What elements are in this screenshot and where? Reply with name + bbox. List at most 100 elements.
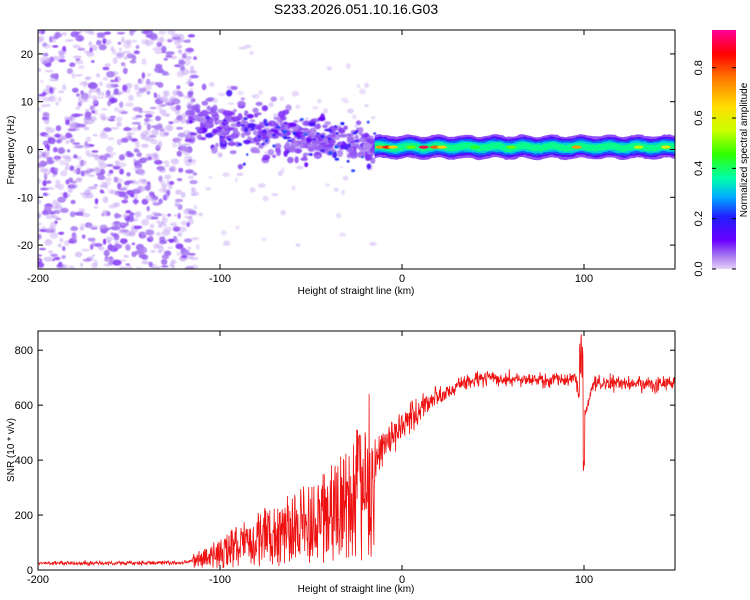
spectrogram-noise-blob [99, 154, 107, 161]
spectrogram-noise-blob [47, 137, 56, 145]
spectrogram-noise-blob [165, 124, 174, 132]
spectrogram-noise-blob [178, 167, 184, 173]
spectrogram-noise-blob [92, 254, 96, 257]
spectrogram-noise-blob [55, 125, 62, 132]
spectrogram-transition-blob [230, 85, 238, 91]
spectrogram-noise-blob [165, 54, 173, 58]
spectrogram-transition-blob [206, 105, 211, 111]
spectrogram-speckle [261, 142, 266, 146]
spectrogram-noise-blob [42, 180, 47, 187]
spectrogram-noise-blob [174, 64, 181, 68]
spectrogram-noise-blob [123, 56, 128, 60]
spectrogram-noise-blob [151, 129, 159, 136]
spectrogram-faint-blob [364, 104, 369, 107]
spectrogram-noise-blob [38, 107, 41, 112]
spectrogram-noise-blob [59, 237, 64, 243]
spectrogram-noise-blob [69, 62, 76, 67]
spectrogram-noise-blob [159, 128, 165, 132]
spectrogram-speckle [265, 123, 269, 127]
spectrogram-hotspot [437, 145, 447, 149]
spectrogram-noise-blob [141, 260, 150, 265]
spectrogram-noise-blob [134, 83, 139, 91]
spectrogram-noise-blob [72, 55, 82, 59]
spectrogram-faint-blob [217, 92, 226, 97]
spectrogram-noise-blob [58, 231, 65, 235]
spectrogram-noise-blob [51, 199, 59, 206]
spectrogram-noise-blob [145, 81, 154, 87]
spectrogram-ytick-label: -20 [17, 240, 33, 252]
spectrogram-transition-blob [185, 109, 193, 116]
spectrogram-speckle [238, 142, 242, 147]
spectrogram-noise-blob [189, 88, 194, 91]
spectrogram-noise-blob [46, 214, 52, 220]
spectrogram-noise-blob [70, 226, 78, 232]
spectrogram-noise-blob [50, 73, 58, 79]
spectrogram-faint-blob [272, 113, 279, 118]
spectrogram-noise-blob [102, 76, 109, 81]
spectrogram-noise-blob [145, 195, 154, 201]
spectrogram-speckle [308, 153, 313, 156]
spectrogram-noise-blob [170, 158, 180, 165]
spectrogram-faint-blob [340, 97, 348, 101]
spectrogram-noise-blob [125, 221, 129, 227]
spectrogram-transition-blob [302, 139, 307, 143]
spectrogram-noise-blob [122, 84, 128, 91]
spectrogram-noise-blob [49, 205, 59, 210]
spectrogram-transition-blob [327, 133, 336, 138]
spectrogram-noise-blob [60, 170, 68, 177]
spectrogram-noise-blob [112, 57, 118, 64]
spectrogram-faint-blob [325, 183, 331, 187]
spectrogram-noise-blob [175, 104, 181, 111]
spectrogram-noise-blob [72, 142, 81, 146]
spectrogram-noise-blob [98, 162, 108, 169]
spectrogram-transition-blob [212, 104, 218, 112]
spectrogram-transition-blob [283, 144, 289, 150]
spectrogram-transition-blob [249, 119, 256, 123]
spectrogram-noise-blob [41, 161, 48, 166]
spectrogram-noise-blob [188, 253, 196, 256]
spectrogram-noise-blob [105, 236, 114, 241]
spectrogram-noise-blob [147, 73, 151, 77]
spectrogram-speckle [275, 126, 281, 129]
spectrogram-noise-blob [118, 229, 125, 235]
spectrogram-hotspot [660, 145, 671, 149]
spectrogram-noise-blob [82, 194, 89, 199]
spectrogram-noise-blob [107, 100, 111, 107]
spectrogram-transition-blob [346, 136, 353, 144]
spectrogram-hotspot [506, 145, 517, 149]
spectrogram-noise-blob [45, 180, 52, 184]
spectrogram-faint-blob [364, 82, 369, 88]
spectrogram-transition-blob [187, 104, 193, 110]
spectrogram-xlabel: Height of straight line (km) [298, 286, 415, 297]
spectrogram-noise-blob [43, 256, 53, 262]
spectrogram-faint-blob [281, 167, 285, 173]
spectrogram-noise-blob [119, 186, 127, 192]
snr-xtick-label: 100 [575, 574, 593, 586]
spectrogram-noise-blob [160, 179, 165, 185]
spectrogram-noise-blob [51, 36, 56, 43]
spectrogram-noise-blob [39, 30, 46, 35]
spectrogram-noise-blob [187, 216, 193, 220]
spectrogram-noise-blob [177, 212, 181, 219]
spectrogram-noise-blob [155, 115, 162, 122]
spectrogram-noise-blob [121, 36, 125, 44]
spectrogram-noise-blob [63, 191, 68, 199]
spectrogram-noise-blob [49, 232, 59, 239]
spectrogram-faint-blob [333, 187, 339, 192]
spectrogram-noise-blob [53, 209, 61, 214]
snr-xtick-label: 0 [399, 574, 405, 586]
spectrogram-noise-blob [69, 165, 75, 171]
spectrogram-transition-blob [272, 154, 276, 158]
spectrogram-noise-blob [146, 206, 150, 212]
spectrogram-noise-blob [72, 87, 79, 93]
spectrogram-faint-blob [268, 102, 274, 108]
spectrogram-noise-blob [126, 53, 134, 59]
spectrogram-noise-blob [97, 175, 106, 181]
spectrogram-hotspot [387, 145, 398, 149]
spectrogram-noise-blob [164, 163, 170, 168]
spectrogram-noise-blob [189, 180, 198, 185]
spectrogram-transition-blob [300, 127, 309, 131]
colorbar-gradient [712, 30, 736, 269]
spectrogram-noise-blob [104, 211, 108, 214]
spectrogram-transition-blob [338, 127, 346, 134]
